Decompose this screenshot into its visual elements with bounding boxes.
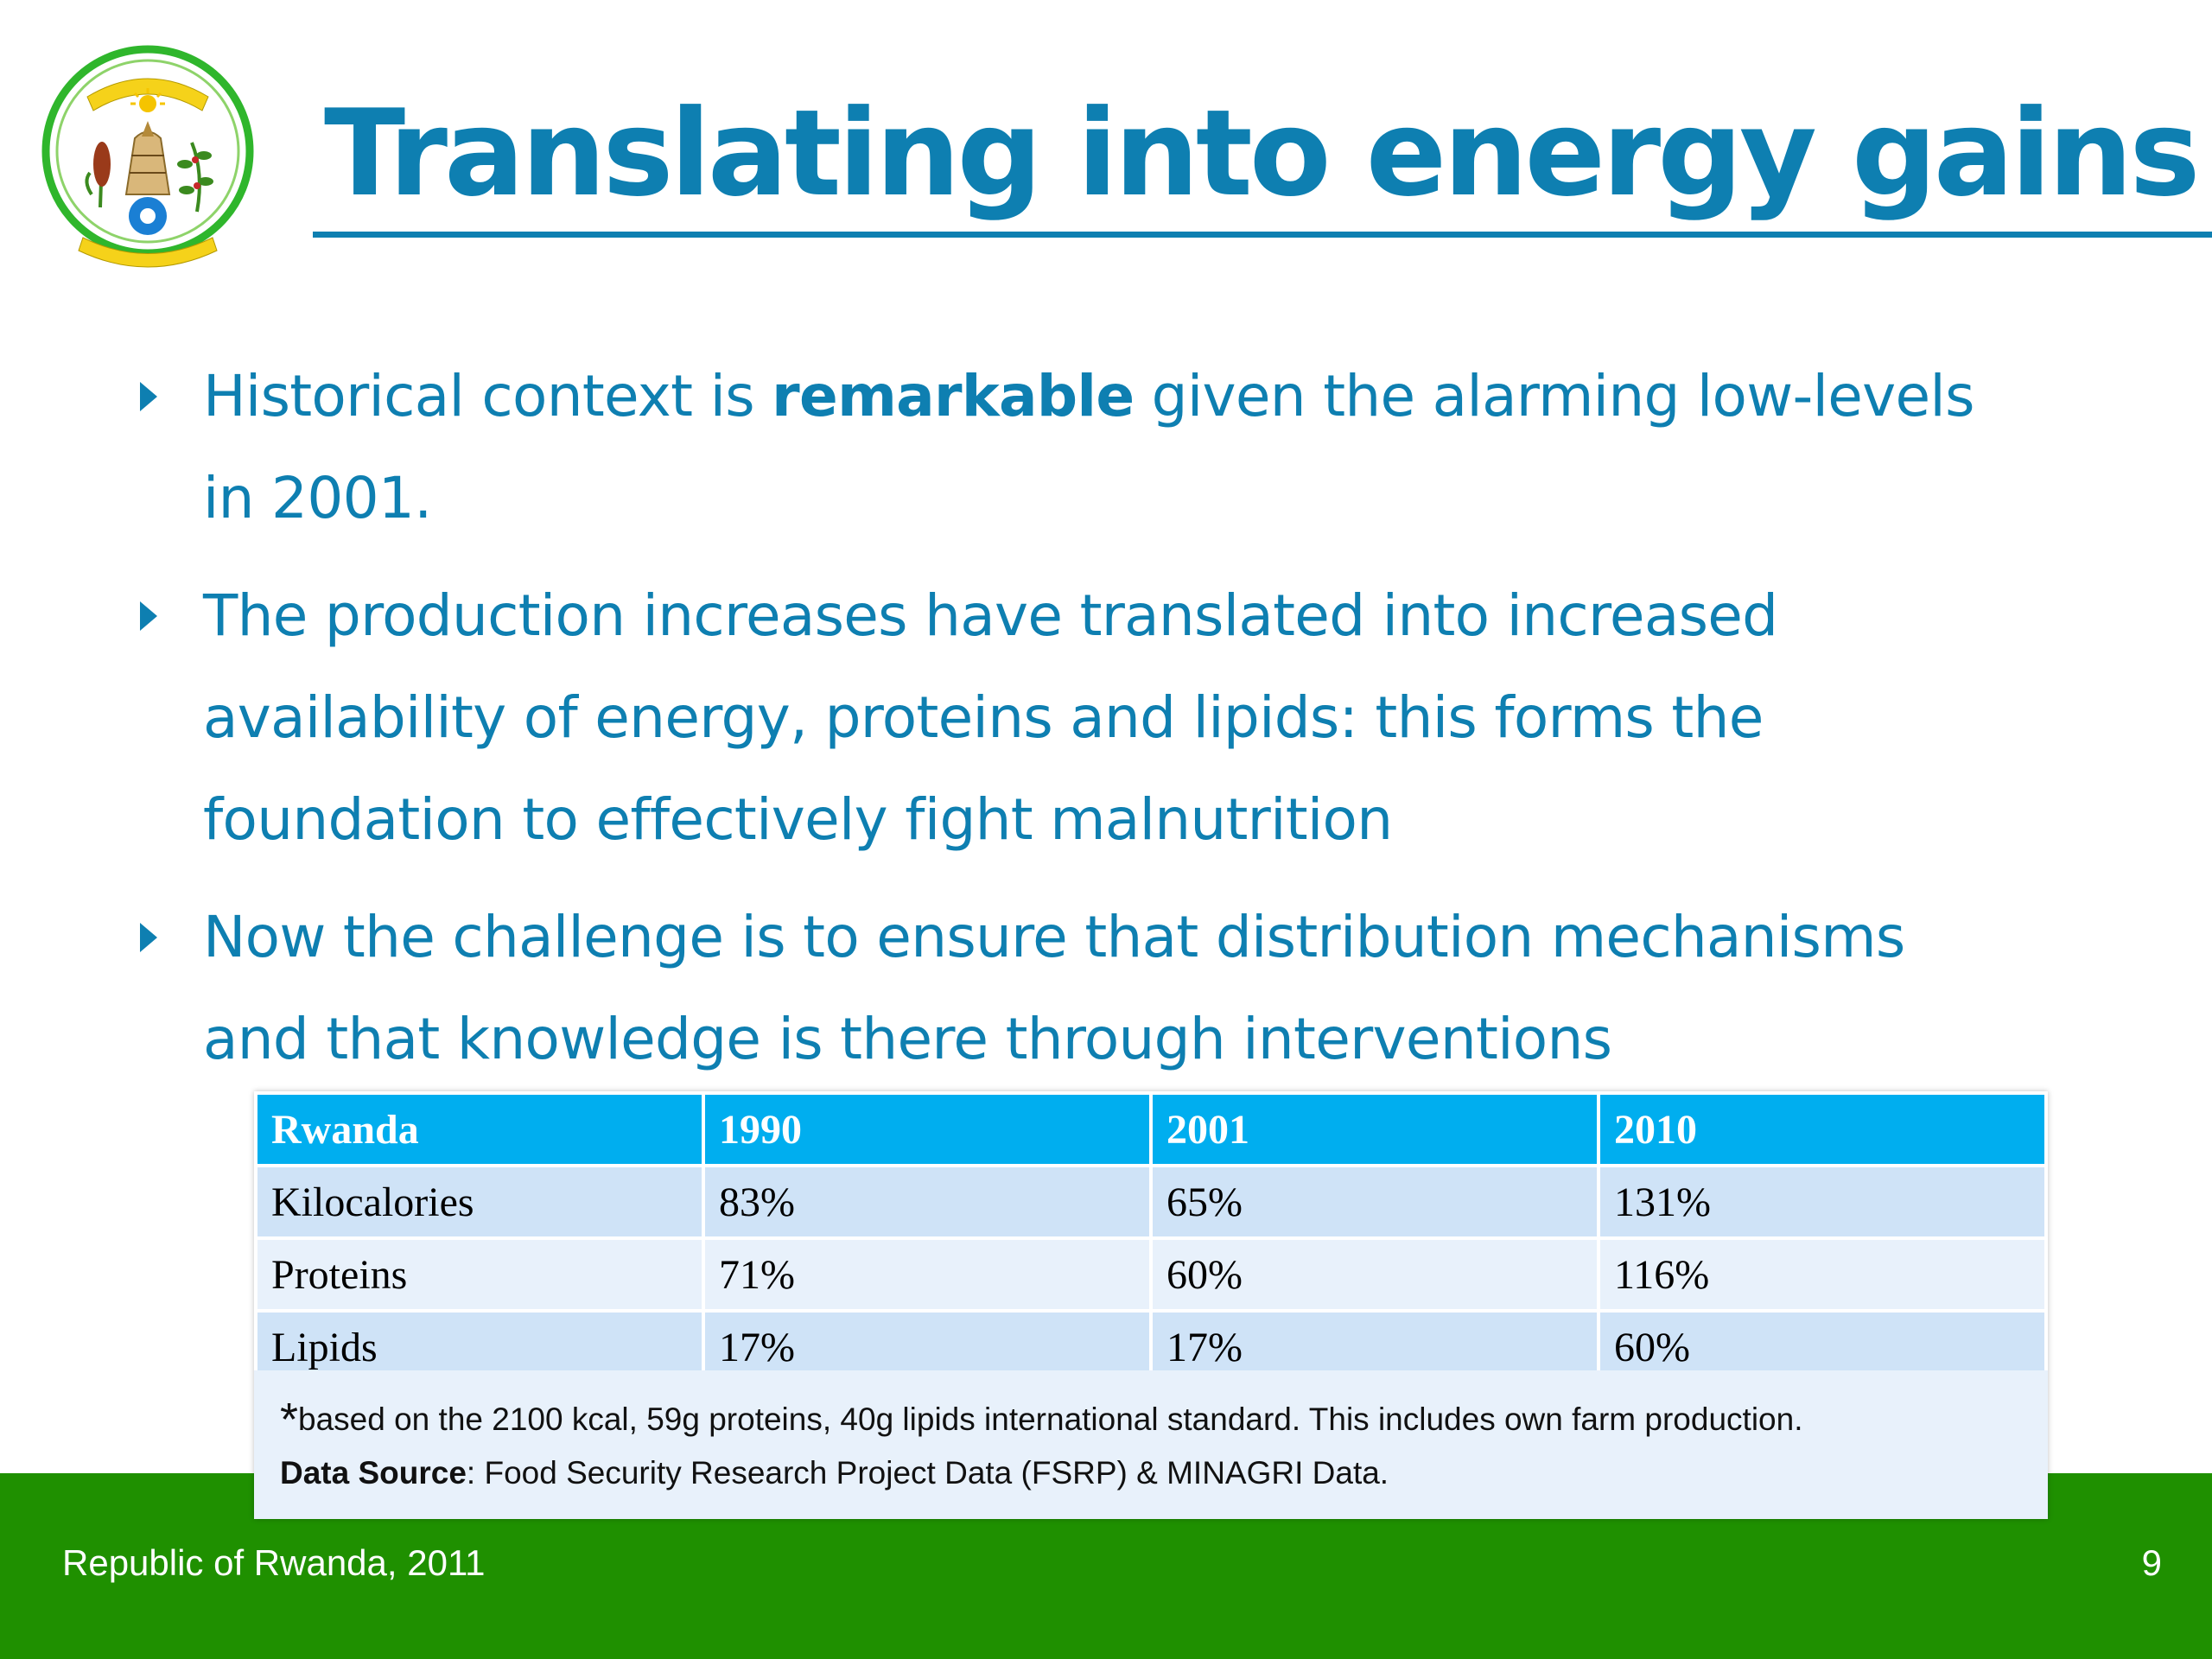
rwanda-coat-of-arms-icon [41,45,254,268]
table-cell: 65% [1149,1164,1600,1240]
bullet-line: foundation to effectively fight malnutri… [203,786,1393,853]
table-cell: Kilocalories [254,1164,705,1240]
table-cell: 116% [1597,1236,2048,1313]
table-header-row: Rwanda 1990 2001 2010 [254,1091,2048,1167]
table-cell: 83% [702,1164,1153,1240]
header-cell: 1990 [702,1091,1153,1167]
footer-text: Republic of Rwanda, 2011 [62,1542,486,1583]
bullet-line: Now the challenge is to ensure that dist… [203,904,1905,970]
data-source-label: Data Source [280,1455,467,1491]
table-row: Kilocalories 83% 65% 131% [254,1164,2048,1240]
nutrition-table: Rwanda 1990 2001 2010 Kilocalories 83% 6… [254,1091,2048,1385]
slide-title: Translating into energy gains [324,84,2201,223]
bullet-item: Now the challenge is to ensure that dist… [130,887,2100,1090]
bullet-item: The production increases have translated… [130,565,2100,871]
header-cell: 2001 [1149,1091,1600,1167]
table-footnote: *based on the 2100 kcal, 59g proteins, 4… [254,1370,2048,1519]
bullet-arrow-icon [140,601,157,631]
table-cell: 131% [1597,1164,2048,1240]
data-source-text: : Food Security Research Project Data (F… [466,1455,1389,1491]
header-cell: Rwanda [254,1091,705,1167]
data-source-line: Data Source: Food Security Research Proj… [280,1446,2022,1500]
bullet-list: Historical context is remarkable given t… [130,346,2100,1106]
bullet-line: The production increases have translated… [203,582,1778,649]
header-cell: 2010 [1597,1091,2048,1167]
bullet-arrow-icon [140,382,157,411]
footnote-asterisk: * [280,1394,299,1446]
bullet-line: Historical context is remarkable given t… [203,363,1974,429]
footnote-text: based on the 2100 kcal, 59g proteins, 40… [298,1402,1803,1437]
page-number: 9 [2141,1542,2162,1583]
table-cell: 71% [702,1236,1153,1313]
bullet-line: availability of energy, proteins and lip… [203,684,1764,751]
table-row: Proteins 71% 60% 116% [254,1236,2048,1313]
bullet-line: and that knowledge is there through inte… [203,1006,1612,1072]
table-cell: Proteins [254,1236,705,1313]
bullet-line: in 2001. [203,465,432,531]
title-underline [313,232,2212,238]
bullet-item: Historical context is remarkable given t… [130,346,2100,550]
footnote-line: *based on the 2100 kcal, 59g proteins, 4… [280,1393,2022,1446]
bullet-arrow-icon [140,923,157,952]
table-cell: 60% [1149,1236,1600,1313]
nutrition-table-panel: Rwanda 1990 2001 2010 Kilocalories 83% 6… [254,1091,2048,1519]
